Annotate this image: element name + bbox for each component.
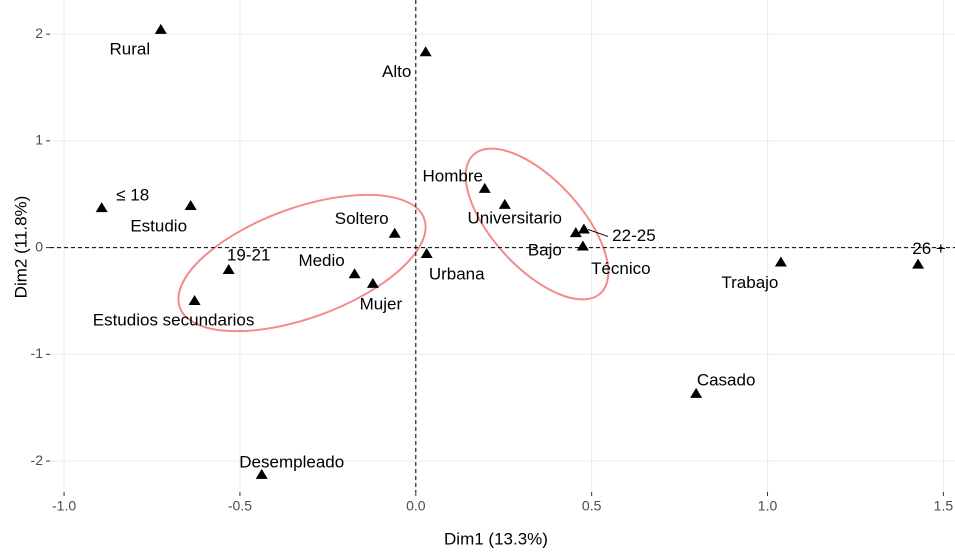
point-label: Mujer <box>360 294 403 313</box>
point-label: Rural <box>109 39 150 58</box>
point <box>184 199 197 210</box>
x-tick-label: 1.5 <box>934 498 954 514</box>
point-label: Estudios secundarios <box>93 310 255 329</box>
point-label: 19-21 <box>227 245 270 264</box>
point <box>576 240 589 251</box>
y-tick-label: -1 <box>31 345 44 361</box>
point <box>774 256 787 267</box>
point <box>366 277 379 288</box>
point <box>419 46 432 57</box>
point-label: Casado <box>697 370 756 389</box>
point <box>569 227 582 238</box>
point-label: 26 + <box>912 239 946 258</box>
point <box>420 248 433 259</box>
x-tick-label: -0.5 <box>228 498 252 514</box>
point-label: ≤ 18 <box>116 186 149 205</box>
x-tick-label: 0.5 <box>582 498 602 514</box>
point <box>577 223 590 234</box>
point-label: Trabajo <box>721 273 778 292</box>
plot-panel <box>50 0 955 492</box>
point-label: Técnico <box>591 259 651 278</box>
point-label: Hombre <box>423 166 483 185</box>
point <box>255 468 268 479</box>
point <box>188 294 201 305</box>
grid <box>50 0 955 492</box>
point <box>498 198 511 209</box>
point <box>154 23 167 34</box>
point <box>478 182 491 193</box>
group-ellipse <box>464 147 610 301</box>
y-tick-label: -2 <box>31 452 44 468</box>
point <box>95 202 108 213</box>
point <box>222 264 235 275</box>
leader-line <box>587 228 609 237</box>
x-tick-label: 1.0 <box>758 498 778 514</box>
point-label: Bajo <box>528 241 562 260</box>
point-label: Alto <box>382 62 411 81</box>
x-axis-title: Dim1 (13.3%) <box>444 529 548 548</box>
point <box>690 387 703 398</box>
point-label: Desempleado <box>239 452 344 471</box>
y-tick-label: 0 <box>35 238 43 254</box>
y-axis-title: Dim2 (11.8%) <box>11 196 30 299</box>
y-tick-label: 2 <box>35 25 43 41</box>
point <box>348 268 361 279</box>
point-label: Urbana <box>429 264 485 283</box>
x-tick-label: -1.0 <box>52 498 76 514</box>
point-label: 22-25 <box>612 226 655 245</box>
point-label: Universitario <box>468 208 562 227</box>
point <box>912 258 925 269</box>
y-tick-label: 1 <box>35 132 43 148</box>
point-label: Medio <box>298 251 344 270</box>
point-label: Estudio <box>130 216 187 235</box>
x-tick-label: 0.0 <box>406 498 426 514</box>
point <box>388 227 401 238</box>
group-ellipse <box>177 193 427 333</box>
point-label: Soltero <box>335 209 389 228</box>
